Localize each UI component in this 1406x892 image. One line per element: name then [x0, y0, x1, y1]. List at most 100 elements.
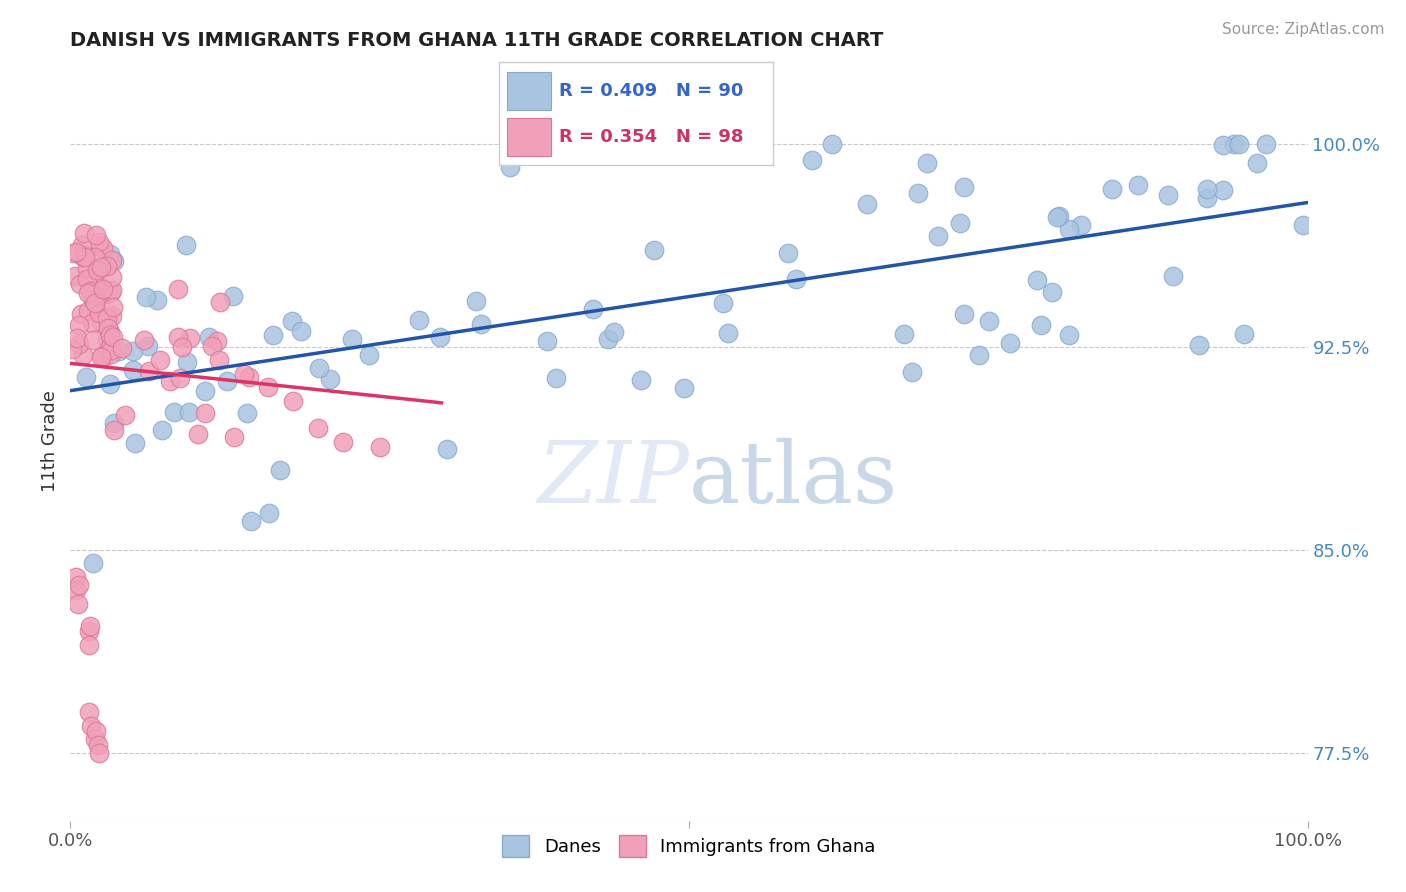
Point	[257, 380, 280, 394]
Point	[87, 262, 110, 277]
Point	[98, 341, 121, 355]
FancyBboxPatch shape	[508, 71, 551, 110]
Point	[953, 180, 976, 194]
Point	[1212, 137, 1234, 152]
Point	[114, 408, 136, 422]
Point	[67, 336, 90, 351]
FancyBboxPatch shape	[508, 118, 551, 156]
Point	[159, 374, 181, 388]
Point	[69, 277, 91, 291]
Point	[103, 253, 125, 268]
Point	[901, 365, 924, 379]
Point	[84, 228, 107, 243]
Point	[953, 307, 976, 321]
Point	[232, 367, 254, 381]
Point	[208, 295, 231, 310]
Point	[1126, 178, 1149, 193]
Point	[257, 506, 280, 520]
Point	[177, 405, 200, 419]
Point	[544, 371, 567, 385]
Point	[205, 334, 228, 349]
Point	[87, 235, 110, 249]
Point	[98, 247, 121, 261]
Point	[170, 340, 193, 354]
Point	[1059, 327, 1081, 342]
Point	[262, 328, 284, 343]
Point	[77, 638, 100, 652]
Point	[408, 312, 430, 326]
Point	[215, 374, 238, 388]
Point	[856, 197, 879, 211]
Point	[96, 311, 118, 326]
Point	[776, 246, 799, 260]
Point	[101, 283, 124, 297]
Legend: Danes, Immigrants from Ghana: Danes, Immigrants from Ghana	[495, 828, 883, 864]
Point	[1212, 183, 1234, 197]
Point	[1246, 156, 1268, 170]
Point	[84, 250, 107, 264]
Point	[187, 427, 209, 442]
Text: DANISH VS IMMIGRANTS FROM GHANA 11TH GRADE CORRELATION CHART: DANISH VS IMMIGRANTS FROM GHANA 11TH GRA…	[70, 30, 884, 50]
Point	[66, 597, 89, 611]
Point	[67, 578, 90, 592]
Point	[136, 339, 159, 353]
Point	[1227, 136, 1250, 151]
Point	[76, 262, 98, 277]
Point	[87, 278, 110, 293]
Point	[224, 430, 246, 444]
Point	[179, 331, 201, 345]
Point	[100, 285, 122, 300]
Point	[87, 306, 110, 320]
Point	[1070, 218, 1092, 232]
Point	[73, 227, 96, 241]
Point	[79, 285, 101, 299]
Point	[630, 373, 652, 387]
Point	[82, 316, 104, 330]
Text: R = 0.354   N = 98: R = 0.354 N = 98	[560, 128, 744, 146]
Point	[149, 352, 172, 367]
Point	[70, 307, 93, 321]
Point	[84, 296, 107, 310]
Point	[77, 624, 100, 639]
Point	[429, 330, 451, 344]
Point	[340, 332, 363, 346]
Point	[1195, 191, 1218, 205]
Point	[122, 344, 145, 359]
Point	[281, 313, 304, 327]
Point	[1046, 211, 1069, 225]
Point	[1040, 285, 1063, 300]
Point	[176, 237, 198, 252]
Text: atlas: atlas	[689, 438, 898, 521]
Point	[281, 393, 304, 408]
Point	[198, 329, 221, 343]
Point	[915, 156, 938, 170]
Point	[1029, 318, 1052, 332]
Point	[1101, 182, 1123, 196]
Point	[76, 272, 98, 286]
Point	[269, 463, 291, 477]
Point	[101, 270, 124, 285]
Point	[368, 440, 391, 454]
Point	[150, 424, 173, 438]
Point	[166, 330, 188, 344]
Y-axis label: 11th Grade: 11th Grade	[41, 391, 59, 492]
Point	[94, 349, 117, 363]
Point	[194, 384, 217, 398]
Point	[222, 289, 245, 303]
Point	[464, 294, 486, 309]
Point	[89, 288, 111, 302]
Point	[67, 318, 90, 332]
Point	[72, 250, 94, 264]
Point	[138, 364, 160, 378]
Point	[87, 746, 110, 760]
Point	[603, 325, 626, 339]
Text: ZIP: ZIP	[537, 438, 689, 521]
Point	[86, 263, 108, 277]
Point	[146, 293, 169, 307]
Point	[70, 237, 93, 252]
Point	[100, 343, 122, 357]
Point	[98, 325, 121, 339]
Point	[103, 416, 125, 430]
Point	[166, 282, 188, 296]
Point	[60, 342, 83, 356]
